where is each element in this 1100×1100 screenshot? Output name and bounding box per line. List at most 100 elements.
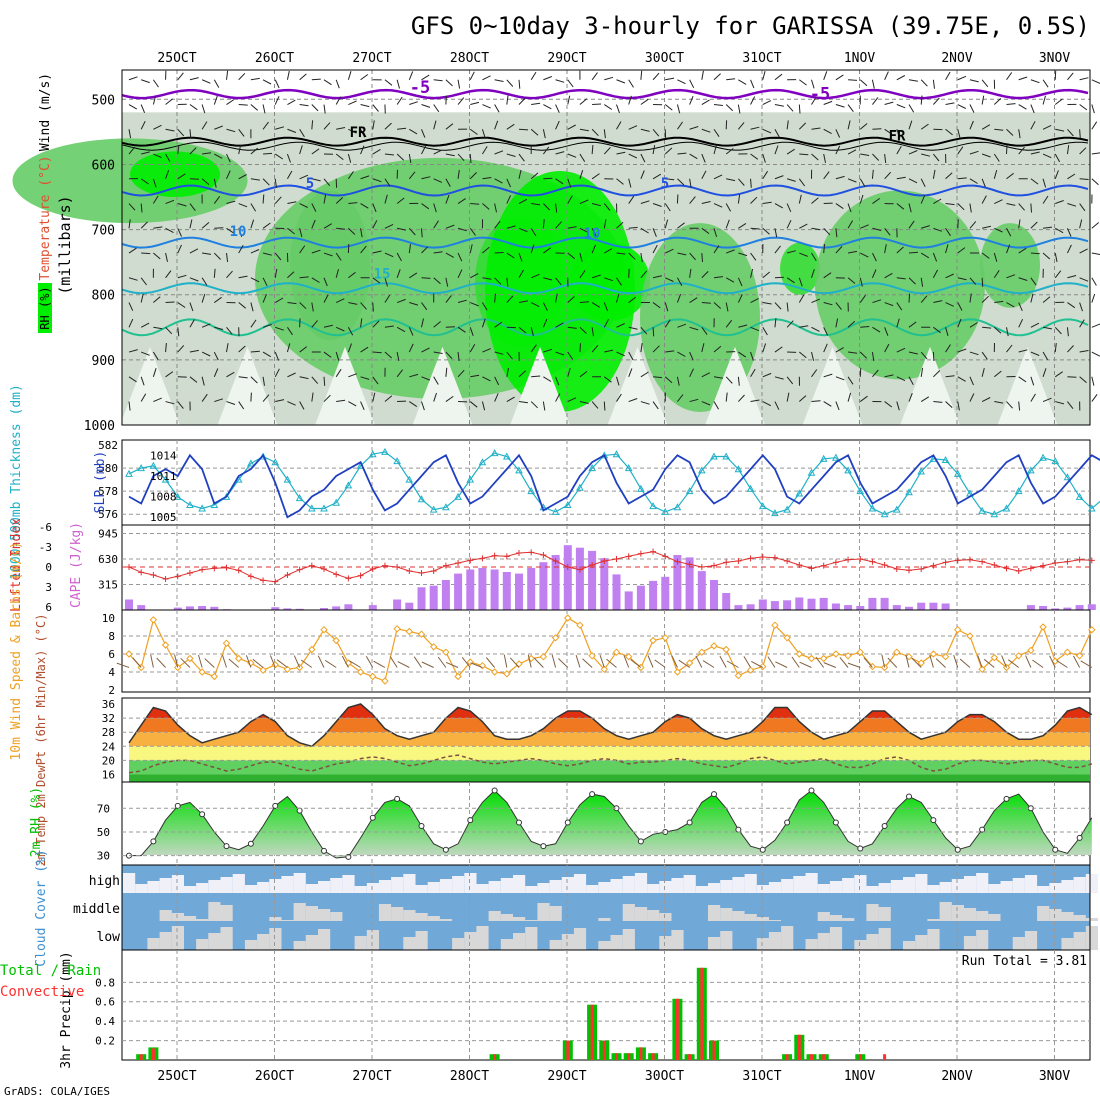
wind-barb bbox=[481, 318, 486, 328]
surface-wind-barb bbox=[470, 662, 483, 668]
wind-barb bbox=[1018, 104, 1027, 110]
wind-barb bbox=[920, 277, 924, 287]
wind-barb bbox=[274, 153, 284, 160]
wind-barb bbox=[957, 177, 967, 180]
wind-barb bbox=[250, 104, 259, 111]
wind-barb bbox=[409, 128, 418, 135]
wind-barb bbox=[835, 228, 838, 238]
wind-barb bbox=[141, 252, 151, 255]
wind-barb bbox=[299, 145, 303, 155]
wind-barb bbox=[494, 293, 496, 303]
wind-barb bbox=[262, 351, 271, 358]
precip-convective-bar bbox=[627, 1053, 631, 1060]
wind-barb bbox=[799, 325, 809, 328]
thickness-point bbox=[1087, 504, 1096, 512]
cape-bar bbox=[905, 606, 913, 610]
wind-barb bbox=[725, 219, 730, 229]
wind-barb bbox=[177, 203, 187, 207]
wind-barb bbox=[762, 302, 772, 305]
lifted-index-point bbox=[394, 564, 401, 570]
lifted-index-point bbox=[1064, 558, 1071, 565]
wind-barb bbox=[798, 294, 805, 303]
wind-barb bbox=[494, 351, 504, 355]
wind-barb bbox=[725, 277, 735, 283]
wind-barb bbox=[1042, 226, 1053, 229]
thickness-tick: 576 bbox=[98, 508, 118, 521]
wind-barb bbox=[567, 397, 577, 403]
wind-barb bbox=[884, 327, 889, 336]
lifted-index-point bbox=[906, 567, 912, 574]
wind-barb bbox=[287, 327, 293, 336]
lifted-index-point bbox=[552, 558, 559, 564]
wind-barb bbox=[1030, 203, 1032, 213]
wind-barb bbox=[470, 302, 479, 307]
surface-wind-barb bbox=[421, 661, 434, 668]
rh-point bbox=[442, 846, 449, 853]
wind-barb bbox=[128, 247, 137, 254]
surface-wind-barb bbox=[373, 660, 386, 668]
wind-barb bbox=[847, 277, 856, 284]
wind-barb bbox=[530, 302, 540, 308]
wind-barb bbox=[408, 171, 416, 180]
wind-barb bbox=[153, 226, 163, 229]
lifted-index-point bbox=[1015, 568, 1022, 574]
thickness-point bbox=[1002, 504, 1011, 512]
wind-barb bbox=[969, 150, 979, 155]
wind-speed-point bbox=[771, 621, 779, 629]
lifted-index-point bbox=[686, 561, 693, 568]
surface-wind-barb bbox=[397, 661, 410, 668]
wind-barb bbox=[932, 79, 935, 89]
cloud-low-gap bbox=[415, 931, 428, 950]
thickness-point bbox=[856, 487, 865, 495]
isotherm-label: 15 bbox=[374, 266, 391, 282]
cloud-high-gap bbox=[159, 878, 172, 893]
wind-barb bbox=[360, 129, 366, 138]
wind-barb bbox=[250, 319, 257, 328]
panel-frame bbox=[121, 439, 1091, 526]
rh-point bbox=[686, 819, 693, 826]
lifted-index-point bbox=[223, 564, 230, 571]
wind-barb bbox=[689, 368, 694, 378]
cloud-high-gap bbox=[183, 886, 197, 893]
wind-barb bbox=[847, 203, 852, 213]
wind-tick: 6 bbox=[108, 648, 115, 661]
wind-barb bbox=[311, 392, 314, 402]
thickness-point bbox=[819, 454, 828, 462]
wind-barb bbox=[201, 277, 208, 286]
wind-barb bbox=[896, 129, 901, 138]
thickness-point bbox=[941, 455, 950, 463]
wind-barb bbox=[1091, 394, 1098, 402]
cloud-low-gap bbox=[708, 937, 721, 950]
wind-barb bbox=[384, 351, 393, 359]
wind-barb bbox=[933, 401, 943, 403]
wind-barb bbox=[141, 151, 151, 155]
cloud-high-gap bbox=[281, 876, 294, 893]
wind-barb bbox=[177, 145, 180, 155]
wind-barb bbox=[1006, 72, 1013, 81]
wind-barb bbox=[470, 273, 479, 279]
dry-layer-region bbox=[997, 346, 1058, 425]
wind-speed-point bbox=[332, 636, 340, 645]
wind-barb bbox=[640, 401, 650, 405]
wind-barb bbox=[762, 271, 771, 279]
cape-bar bbox=[770, 601, 779, 610]
wind-barb bbox=[713, 73, 721, 81]
wind-barb bbox=[348, 100, 357, 105]
wind-barb bbox=[262, 79, 272, 85]
top-date-axis: 25OCT 26OCT 27OCT 28OCT 29OCT 30OCT 31OCT 1NOV 2… bbox=[157, 51, 1070, 66]
cloud-mid-gap bbox=[488, 911, 501, 921]
cape-bar bbox=[734, 605, 743, 610]
wind-barb bbox=[579, 227, 589, 233]
cloud-high-gap bbox=[573, 874, 587, 893]
wind-barb bbox=[762, 401, 772, 407]
lifted-index-point bbox=[820, 562, 827, 569]
cape-axis-label: CAPE (J/kg) bbox=[69, 522, 84, 608]
rh-point bbox=[369, 814, 376, 821]
wind-barb bbox=[604, 376, 612, 383]
cloud-mid-gap bbox=[756, 917, 769, 921]
dry-layer-region bbox=[412, 346, 473, 425]
wind-barb bbox=[482, 348, 491, 353]
rh-point bbox=[784, 819, 791, 826]
wind-barb bbox=[372, 120, 375, 130]
thickness-point bbox=[563, 500, 572, 508]
